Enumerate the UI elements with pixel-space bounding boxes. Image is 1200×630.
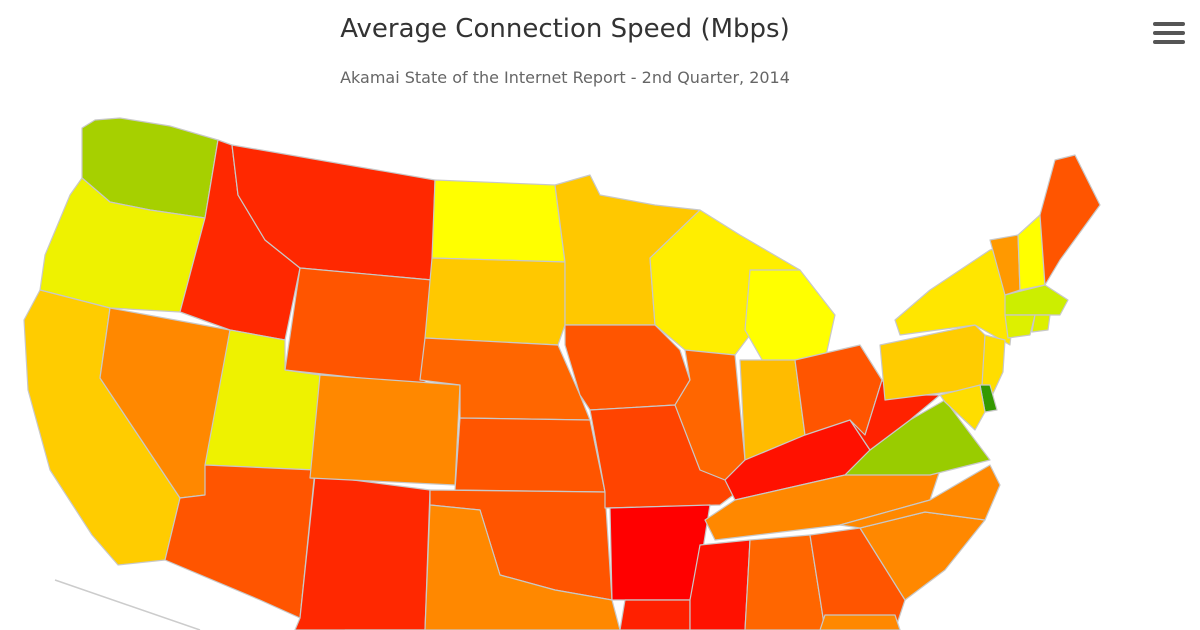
state-colorado[interactable]: [309, 374, 461, 486]
state-alabama[interactable]: [744, 534, 826, 630]
state-tennessee[interactable]: [704, 469, 941, 541]
state-rhode-island[interactable]: [1031, 314, 1051, 333]
map-boundary-line: [54, 579, 201, 630]
state-louisiana[interactable]: [619, 599, 691, 630]
state-south-dakota[interactable]: [424, 257, 566, 346]
state-new-jersey[interactable]: [981, 334, 1006, 401]
state-massachusetts[interactable]: [1004, 284, 1069, 316]
state-illinois[interactable]: [674, 349, 746, 481]
state-mississippi[interactable]: [689, 539, 751, 630]
menu-bar: [1153, 22, 1185, 26]
state-maryland[interactable]: [939, 384, 986, 431]
state-new-mexico[interactable]: [294, 474, 431, 630]
state-connecticut[interactable]: [1004, 314, 1036, 339]
menu-bar: [1153, 31, 1185, 35]
state-michigan[interactable]: [744, 269, 836, 366]
menu-bar: [1153, 40, 1185, 44]
state-north-dakota[interactable]: [431, 179, 566, 263]
chart-subtitle: Akamai State of the Internet Report - 2n…: [340, 68, 790, 87]
state-north-carolina[interactable]: [839, 464, 1001, 529]
state-kansas[interactable]: [454, 417, 606, 493]
hamburger-menu-icon[interactable]: [1153, 22, 1185, 48]
state-wyoming[interactable]: [284, 267, 433, 386]
state-oregon[interactable]: [39, 177, 206, 313]
state-georgia[interactable]: [809, 527, 906, 630]
state-florida[interactable]: [819, 614, 901, 630]
chart-title: Average Connection Speed (Mbps): [340, 14, 790, 44]
state-maine[interactable]: [1039, 154, 1101, 286]
